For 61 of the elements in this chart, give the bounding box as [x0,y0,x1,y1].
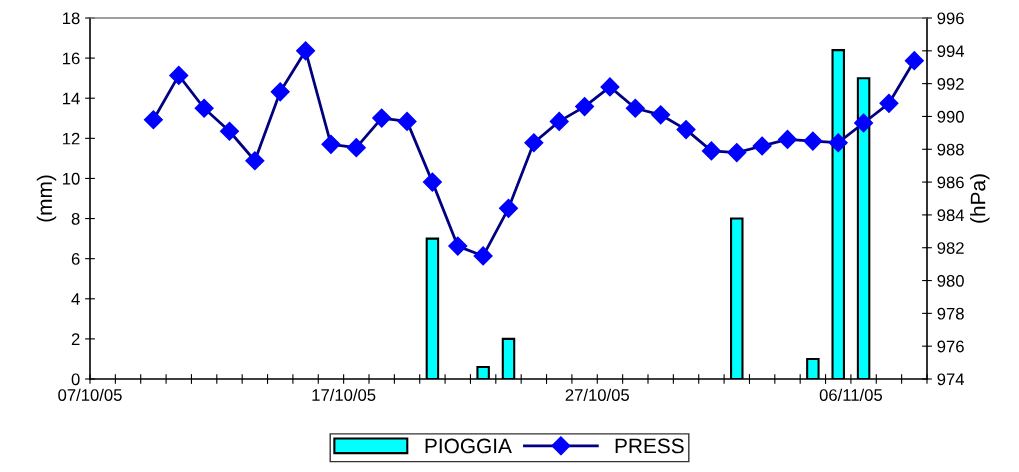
y2-tick-label: 984 [937,209,965,222]
point [904,51,924,71]
y-tick-label: 14 [63,92,80,105]
x-tick-label: 07/10/05 [58,388,122,401]
point [296,41,316,61]
y2-tick-label: 974 [937,373,965,386]
y2-tick-label: 990 [937,110,964,123]
point [473,246,493,266]
y2-tick-label: 976 [937,340,964,353]
point [270,82,290,102]
y-tick-label: 12 [63,132,80,145]
y-tick-label: 0 [71,373,80,386]
point [600,77,620,97]
point [372,108,392,128]
point [549,111,569,131]
y2-tick-label: 996 [937,12,964,25]
point [321,134,341,154]
point [854,113,874,133]
x-tick-label: 06/11/05 [819,388,883,401]
y-axis-title: (mm) [36,175,57,222]
point [245,151,265,171]
point [498,198,519,218]
y2-tick-label: 994 [937,45,965,58]
y2-tick-label: 980 [937,274,964,287]
y-tick-label: 4 [71,293,80,305]
legend-label: PIOGGIA [425,438,512,454]
y2-tick-label: 992 [937,78,964,90]
point [397,111,417,131]
point [575,97,595,117]
point [524,133,544,153]
y2-tick-label: 986 [937,176,964,189]
x-tick-label: 27/10/05 [565,388,630,401]
point [701,141,721,161]
point [194,98,214,118]
point [651,105,671,125]
y-tick-label: 18 [63,12,80,25]
point [219,121,240,141]
legend-label: PRESS [615,438,684,454]
point [752,136,772,156]
point [828,133,848,153]
point [803,131,823,151]
point [422,172,442,192]
point [879,93,899,113]
point [727,143,747,163]
y-tick-label: 8 [71,212,80,225]
y2-tick-label: 982 [937,242,964,254]
y2-tick-label: 988 [937,143,964,156]
point [169,65,189,85]
point [346,138,366,158]
y2-tick-label: 978 [937,307,964,320]
y-tick-label: 10 [63,172,80,185]
point [143,110,163,130]
y2-axis-title: (hPa) [970,174,990,223]
point [676,120,696,140]
y-tick-label: 2 [71,333,80,345]
x-tick-label: 17/10/05 [312,388,376,401]
y-tick-label: 6 [71,253,80,265]
point [625,98,645,118]
point [448,236,468,256]
y-tick-label: 16 [63,52,80,65]
point [777,129,798,149]
